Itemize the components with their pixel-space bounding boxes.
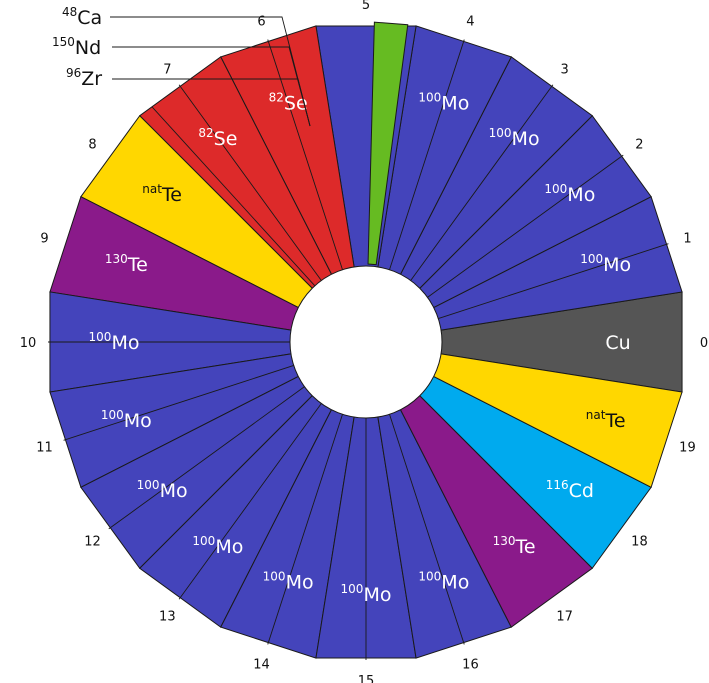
sector-divider: [63, 365, 294, 441]
sector-number-3: 3: [561, 63, 569, 78]
sector-15-isotope-label: 100Mo: [341, 582, 392, 606]
sector-number-15: 15: [358, 674, 375, 683]
sector-12-isotope-label: 100Mo: [137, 478, 188, 502]
sector-18-isotope-label: 116Cd: [546, 478, 594, 502]
center-hole: [289, 265, 443, 419]
sector-number-16: 16: [462, 657, 479, 672]
sector-7-isotope-label: 82Se: [198, 126, 237, 150]
sector-number-4: 4: [466, 15, 474, 30]
sector-number-18: 18: [631, 535, 648, 550]
sector-number-12: 12: [84, 535, 101, 550]
sector-number-8: 8: [88, 137, 96, 152]
sector-number-1: 1: [683, 232, 691, 247]
sector-0-isotope-label: Cu: [605, 332, 630, 354]
sector-divider: [410, 84, 554, 281]
sector-divider: [178, 403, 322, 600]
sector-13-isotope-label: 100Mo: [192, 534, 243, 558]
sector-number-19: 19: [679, 440, 696, 455]
sector-divider: [151, 106, 316, 287]
sector-6-isotope-label: 82Se: [269, 90, 308, 114]
sector-11-isotope-label: 100Mo: [101, 408, 152, 432]
sector-divider: [389, 39, 465, 270]
sector-number-0: 0: [700, 336, 708, 351]
sector-1-isotope-label: 100Mo: [580, 252, 631, 276]
sector-divider: [267, 39, 343, 270]
sector-16-isotope-label: 100Mo: [418, 570, 469, 594]
sector-number-17: 17: [556, 609, 573, 624]
sector-number-2: 2: [635, 137, 643, 152]
sector-number-9: 9: [40, 232, 48, 247]
legend-label-zr: 96Zr: [66, 66, 102, 90]
sector-number-14: 14: [253, 657, 270, 672]
label-layer: Cu 100Mo 100Mo 100Mo 100Mo 82Se 82Se natTe 130Te…: [89, 90, 632, 606]
sector-19-isotope-label: natTe: [586, 408, 626, 432]
legend-label-nd: 150Nd: [52, 35, 101, 59]
sector-8-isotope-label: natTe: [142, 182, 182, 206]
sector-17-isotope-label: 130Te: [493, 534, 536, 558]
sector-divider: [389, 414, 465, 645]
sector-2-isotope-label: 100Mo: [544, 182, 595, 206]
sector-number-5: 5: [362, 0, 370, 13]
sector-5-small-isotopes: [367, 21, 409, 266]
sector-divider: [438, 243, 669, 319]
sector-number-13: 13: [159, 609, 176, 624]
sector-divider: [108, 386, 305, 530]
sector-divider: [427, 154, 624, 298]
sector-14-isotope-label: 100Mo: [263, 570, 314, 594]
sector-4-isotope-label: 100Mo: [418, 90, 469, 114]
sector-number-10: 10: [20, 336, 37, 351]
sector-divider: [267, 414, 343, 645]
sector-number-11: 11: [36, 440, 53, 455]
sector-number-7: 7: [163, 63, 171, 78]
sector-divider: [178, 84, 322, 281]
divider-layer: [48, 39, 669, 660]
sector-3-isotope-label: 100Mo: [489, 126, 540, 150]
sector-10-isotope-label: 100Mo: [89, 330, 140, 354]
leader-line-zr: [112, 78, 311, 127]
sector-9-isotope-label: 130Te: [105, 252, 148, 276]
legend: 48Ca 150Nd 96Zr: [52, 5, 311, 127]
legend-label-ca: 48Ca: [62, 5, 102, 29]
sector-layer: [49, 21, 683, 659]
sector-number-6: 6: [257, 15, 265, 30]
